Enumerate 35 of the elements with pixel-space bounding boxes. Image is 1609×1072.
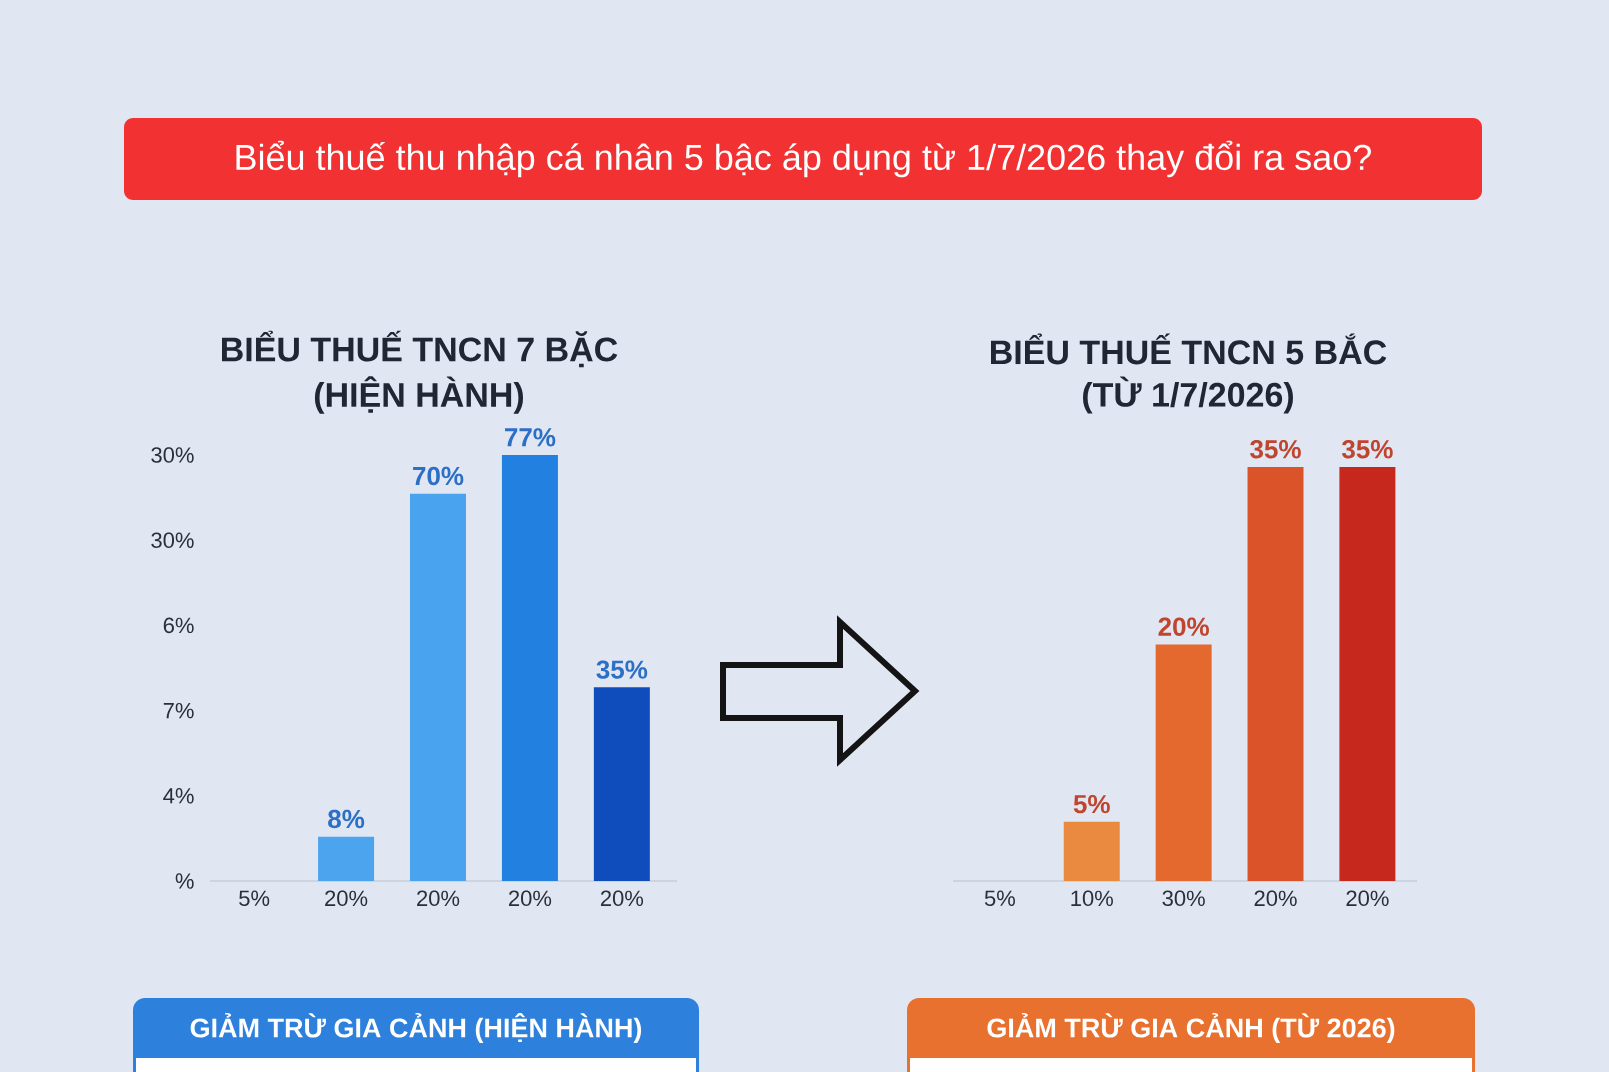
chart-subtitle: (HIỆN HÀNH) (314, 376, 524, 414)
x-tick-label: 20% (1346, 890, 1389, 907)
data-label: 35% (596, 660, 648, 679)
data-label: 35% (1341, 440, 1393, 459)
text: 30% (151, 532, 194, 548)
text: 30% (151, 447, 194, 463)
chart-subtitle: (TỪ 1/7/2026) (1083, 376, 1293, 414)
x-tick-label: 5% (239, 890, 270, 907)
x-tick-label: 5% (984, 890, 1015, 907)
x-tick-label: 20% (1254, 890, 1297, 907)
text: 4% (163, 788, 194, 804)
data-label: 8% (328, 809, 365, 829)
bar (501, 455, 558, 881)
text: Biểu thuế thu nhập cá nhân 5 bậc áp dụng từ 1/7/2026 thay đổi ra sao? (236, 140, 1371, 178)
bar (593, 687, 650, 881)
chart-title: BIỂU THUẾ TNCN 5 BẮC (991, 333, 1387, 365)
data-label: 35% (1250, 440, 1301, 459)
text: 6% (163, 617, 194, 634)
x-tick-label: 10% (1071, 890, 1113, 907)
bar (409, 493, 466, 881)
text: GIẢM TRỪ GIA CẢNH (TỪ 2026) (987, 1013, 1395, 1043)
x-tick-label: 20% (417, 890, 460, 907)
chart-title: BIỂU THUẾ TNCN 7 BẶC (221, 330, 618, 368)
x-tick-label: 20% (325, 890, 368, 907)
x-tick-label: 20% (509, 890, 552, 907)
text: 7% (163, 702, 194, 719)
data-label: 70% (413, 466, 464, 486)
text: GIẢM TRỪ GIA CẢNH (HIỆN HÀNH) (190, 1013, 642, 1043)
data-label: 77% (505, 428, 556, 447)
data-label: 20% (1158, 617, 1209, 636)
x-tick-label: 30% (1162, 890, 1205, 907)
data-label: 5% (1073, 794, 1110, 814)
bar (318, 836, 375, 881)
text: % (175, 873, 194, 889)
x-tick-label: 20% (600, 890, 644, 907)
